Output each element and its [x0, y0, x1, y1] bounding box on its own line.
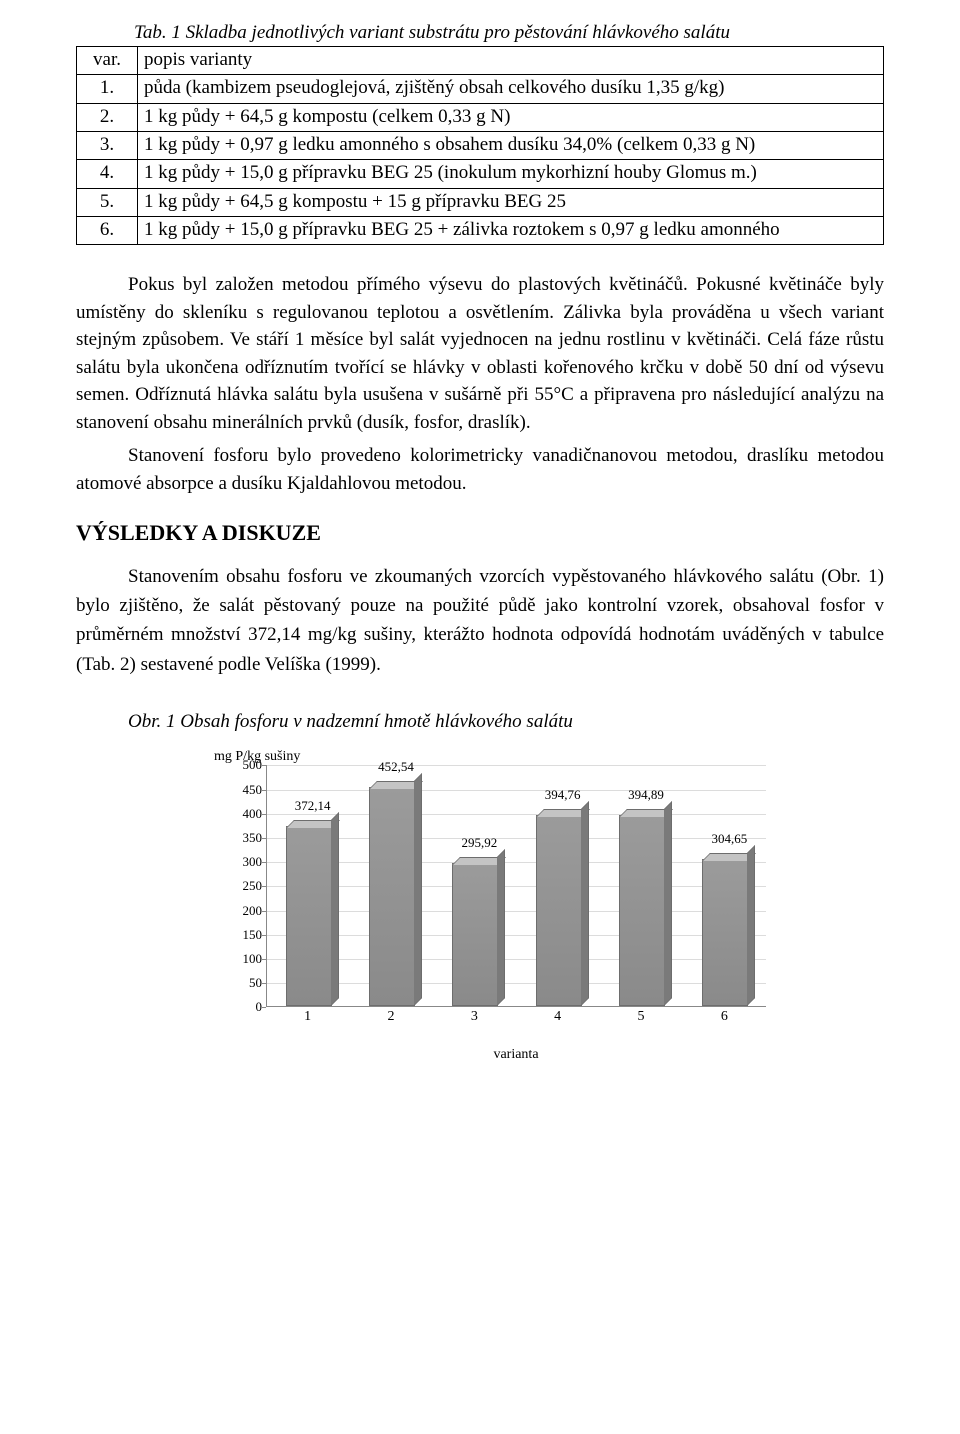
x-tick-label: 6 [721, 1009, 728, 1025]
row-num: 1. [77, 75, 138, 103]
x-axis-label: varianta [256, 1047, 776, 1063]
body-paragraph: Stanovením obsahu fosforu ve zkoumaných … [76, 562, 884, 680]
table-row: 4. 1 kg půdy + 15,0 g přípravku BEG 25 (… [77, 160, 884, 188]
phosphorus-bar-chart: mg P/kg sušiny 372,14452,54295,92394,763… [206, 751, 776, 1063]
variants-table: var. popis varianty 1. půda (kambizem ps… [76, 46, 884, 245]
figure-caption: Obr. 1 Obsah fosforu v nadzemní hmotě hl… [128, 711, 884, 733]
y-tick-label: 350 [232, 830, 262, 846]
y-tick-label: 300 [232, 854, 262, 870]
row-desc: 1 kg půdy + 64,5 g kompostu (celkem 0,33… [138, 103, 884, 131]
bar-value-label: 394,76 [545, 787, 581, 803]
y-tick-mark [262, 790, 266, 791]
col-header-var: var. [77, 47, 138, 75]
row-num: 4. [77, 160, 138, 188]
y-tick-label: 150 [232, 927, 262, 943]
row-desc: půda (kambizem pseudoglejová, zjištěný o… [138, 75, 884, 103]
row-num: 3. [77, 131, 138, 159]
bar [286, 826, 332, 1006]
x-tick-label: 4 [554, 1009, 561, 1025]
table-row: 6. 1 kg půdy + 15,0 g přípravku BEG 25 +… [77, 216, 884, 244]
y-tick-label: 200 [232, 903, 262, 919]
y-tick-mark [262, 886, 266, 887]
bar-value-label: 295,92 [461, 835, 497, 851]
bar [619, 815, 665, 1006]
x-tick-label: 1 [304, 1009, 311, 1025]
table-caption: Tab. 1 Skladba jednotlivých variant subs… [134, 22, 884, 44]
y-tick-label: 400 [232, 806, 262, 822]
grid-line [267, 862, 766, 863]
row-desc: 1 kg půdy + 64,5 g kompostu + 15 g přípr… [138, 188, 884, 216]
row-desc: 1 kg půdy + 15,0 g přípravku BEG 25 + zá… [138, 216, 884, 244]
x-tick-label: 2 [388, 1009, 395, 1025]
x-tick-label: 5 [638, 1009, 645, 1025]
grid-line [267, 790, 766, 791]
y-tick-mark [262, 814, 266, 815]
y-tick-mark [262, 911, 266, 912]
row-num: 5. [77, 188, 138, 216]
bar [536, 815, 582, 1006]
body-paragraph: Stanovení fosforu bylo provedeno kolorim… [76, 442, 884, 497]
y-tick-label: 50 [232, 975, 262, 991]
grid-line [267, 814, 766, 815]
grid-line [267, 911, 766, 912]
section-heading: VÝSLEDKY A DISKUZE [76, 520, 884, 546]
y-tick-mark [262, 862, 266, 863]
row-desc: 1 kg půdy + 15,0 g přípravku BEG 25 (ino… [138, 160, 884, 188]
body-paragraph: Pokus byl založen metodou přímého výsevu… [76, 271, 884, 436]
table-row: 1. půda (kambizem pseudoglejová, zjištěn… [77, 75, 884, 103]
y-tick-label: 500 [232, 757, 262, 773]
row-desc: 1 kg půdy + 0,97 g ledku amonného s obsa… [138, 131, 884, 159]
row-num: 2. [77, 103, 138, 131]
y-tick-mark [262, 838, 266, 839]
grid-line [267, 983, 766, 984]
y-tick-label: 450 [232, 782, 262, 798]
bar [702, 859, 748, 1006]
bar [369, 787, 415, 1006]
y-tick-label: 100 [232, 951, 262, 967]
bar-value-label: 394,89 [628, 787, 664, 803]
row-num: 6. [77, 216, 138, 244]
bar-value-label: 372,14 [295, 798, 331, 814]
grid-line [267, 886, 766, 887]
col-header-desc: popis varianty [138, 47, 884, 75]
y-tick-label: 250 [232, 878, 262, 894]
grid-line [267, 765, 766, 766]
bar-value-label: 452,54 [378, 759, 414, 775]
bar [452, 863, 498, 1006]
y-tick-mark [262, 765, 266, 766]
grid-line [267, 838, 766, 839]
table-header-row: var. popis varianty [77, 47, 884, 75]
x-tick-label: 3 [471, 1009, 478, 1025]
y-tick-mark [262, 959, 266, 960]
bar-value-label: 304,65 [711, 831, 747, 847]
grid-line [267, 959, 766, 960]
table-row: 5. 1 kg půdy + 64,5 g kompostu + 15 g př… [77, 188, 884, 216]
y-tick-mark [262, 983, 266, 984]
table-row: 3. 1 kg půdy + 0,97 g ledku amonného s o… [77, 131, 884, 159]
grid-line [267, 935, 766, 936]
table-row: 2. 1 kg půdy + 64,5 g kompostu (celkem 0… [77, 103, 884, 131]
y-tick-mark [262, 935, 266, 936]
y-tick-label: 0 [232, 999, 262, 1015]
